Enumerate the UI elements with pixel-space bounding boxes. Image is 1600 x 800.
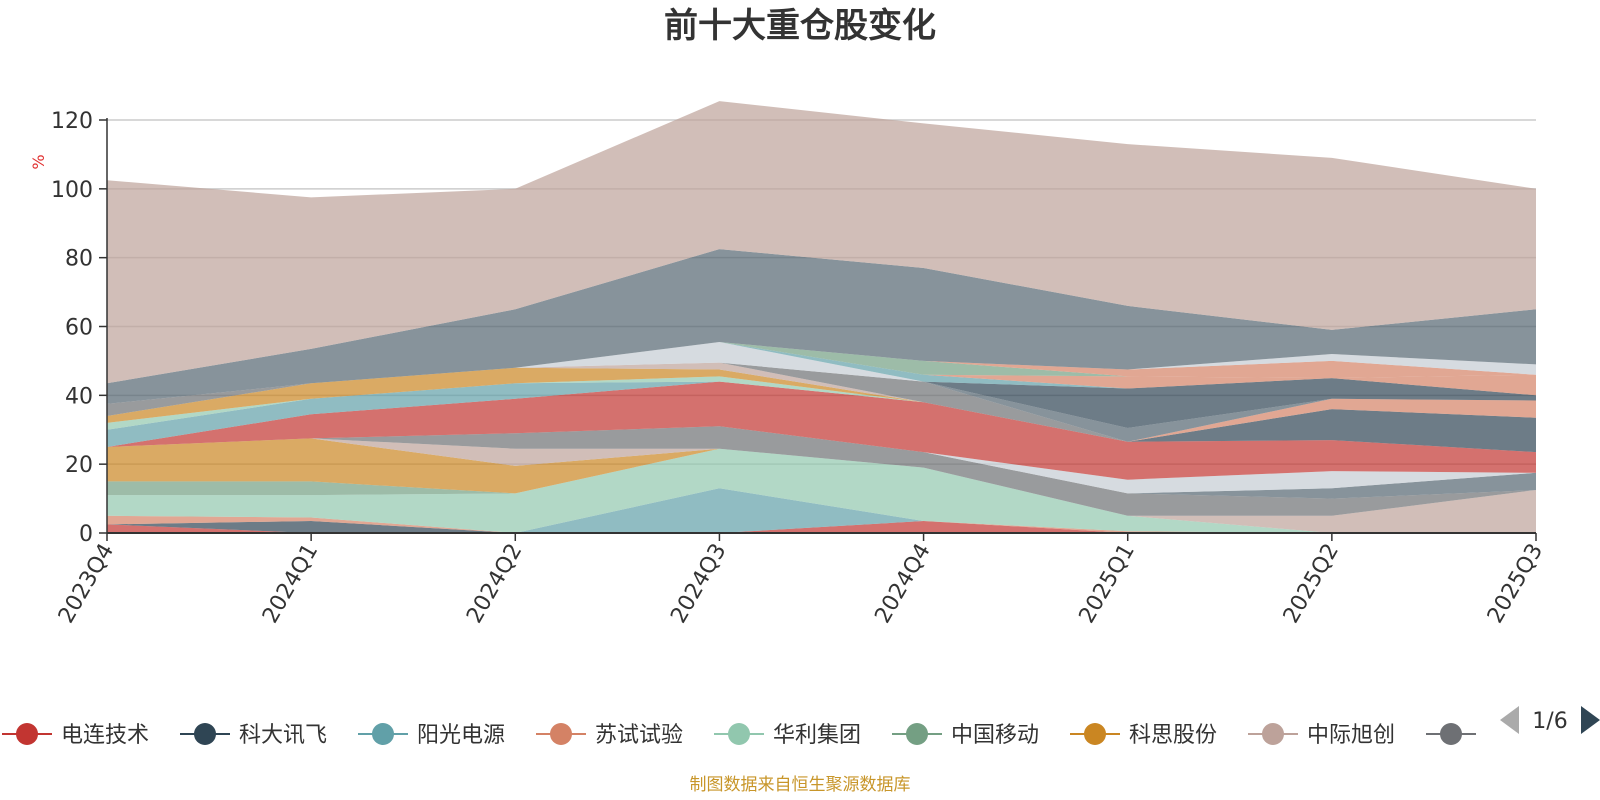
area-series <box>107 101 1536 533</box>
x-tick-label-7: 2025Q3 <box>1483 540 1548 628</box>
area-苏试试验D <box>107 342 1536 404</box>
data-source-note: 制图数据来自恒生聚源数据库 <box>690 775 911 795</box>
area-其他 <box>107 101 1536 384</box>
y-tick-label-3: 60 <box>65 316 93 341</box>
area-科大讯飞 <box>107 521 1536 533</box>
y-tick-label-1: 20 <box>65 453 93 478</box>
legend-item-5[interactable]: 中国移动 <box>892 723 1039 748</box>
chart-title: 前十大重仓股变化 <box>664 6 936 46</box>
area-阳光电源B <box>107 381 1536 447</box>
legend-page-label: 1/6 <box>1532 709 1567 734</box>
area-科大讯飞B <box>107 381 1536 453</box>
legend-label-4: 华利集团 <box>773 723 861 748</box>
legend-label-7: 中际旭创 <box>1307 723 1395 748</box>
legend-item-7[interactable]: 中际旭创 <box>1248 723 1395 748</box>
legend-item-8[interactable] <box>1426 723 1476 745</box>
legend-label-2: 阳光电源 <box>417 723 505 748</box>
y-axis-unit: % <box>29 154 48 169</box>
area-中国移动 <box>107 448 1536 533</box>
area-比亚迪C <box>107 249 1536 404</box>
y-tick-label-0: 0 <box>79 522 93 547</box>
legend-dot-6 <box>1084 723 1106 745</box>
x-tick-label-3: 2024Q3 <box>666 540 731 628</box>
y-tick-label-5: 100 <box>51 178 93 203</box>
legend-dot-1 <box>194 723 216 745</box>
legend-item-1[interactable]: 科大讯飞 <box>180 723 327 748</box>
legend-item-4[interactable]: 华利集团 <box>714 723 861 748</box>
x-tick-label-5: 2025Q1 <box>1075 540 1140 628</box>
legend-item-6[interactable]: 科思股份 <box>1070 723 1217 748</box>
legend-label-0: 电连技术 <box>61 723 149 748</box>
area-比亚迪B <box>107 362 1536 442</box>
legend-dot-4 <box>728 723 750 745</box>
prev-page-icon[interactable] <box>1500 706 1519 734</box>
area-科大讯飞C <box>107 342 1536 428</box>
area-科思股份B <box>107 367 1536 442</box>
area-立讯精密B <box>107 362 1536 442</box>
area-科思股份 <box>107 438 1536 533</box>
legend-item-3[interactable]: 苏试试验 <box>536 723 683 748</box>
x-tick-label-4: 2024Q4 <box>870 540 935 628</box>
x-tick-labels: 2023Q4 2024Q1 2024Q2 2024Q3 2024Q4 2025Q1 2025… <box>54 540 1548 628</box>
area-华利集团B <box>107 376 1536 442</box>
x-tick-label-0: 2023Q4 <box>54 540 119 628</box>
legend-dot-0 <box>16 723 38 745</box>
legend-dot-8 <box>1440 723 1462 745</box>
legend-item-0[interactable]: 电连技术 <box>2 723 149 748</box>
axes <box>99 118 1537 541</box>
y-tick-label-2: 40 <box>65 384 93 409</box>
y-tick-label-6: 120 <box>51 109 93 134</box>
legend: 电连技术 科大讯飞 阳光电源 苏试试验 华利集团 中国移动 科思股份 中际旭创 <box>2 723 1476 748</box>
area-比亚迪 <box>107 426 1536 499</box>
legend-label-3: 苏试试验 <box>595 723 683 748</box>
area-中际旭创 <box>107 438 1536 533</box>
legend-dot-2 <box>372 723 394 745</box>
y-tick-label-4: 80 <box>65 247 93 272</box>
legend-label-1: 科大讯飞 <box>239 723 327 748</box>
legend-pager: 1/6 <box>1500 706 1600 734</box>
area-电连技术B <box>107 381 1536 480</box>
area-中国移动C <box>107 342 1536 404</box>
legend-dot-3 <box>550 723 572 745</box>
x-tick-label-2: 2024Q2 <box>462 540 527 628</box>
area-立讯精密 <box>107 426 1536 516</box>
legend-label-6: 科思股份 <box>1129 723 1217 748</box>
x-tick-label-1: 2024Q1 <box>258 540 323 628</box>
area-阳光电源 <box>107 488 1536 533</box>
x-tick-label-6: 2025Q2 <box>1279 540 1344 628</box>
area-华利集团 <box>107 448 1536 533</box>
legend-dot-7 <box>1262 723 1284 745</box>
legend-label-5: 中国移动 <box>951 723 1039 748</box>
next-page-icon[interactable] <box>1581 706 1600 734</box>
legend-dot-5 <box>906 723 928 745</box>
y-tick-labels: 0 20 40 60 80 100 120 <box>51 109 93 547</box>
legend-item-2[interactable]: 阳光电源 <box>358 723 505 748</box>
